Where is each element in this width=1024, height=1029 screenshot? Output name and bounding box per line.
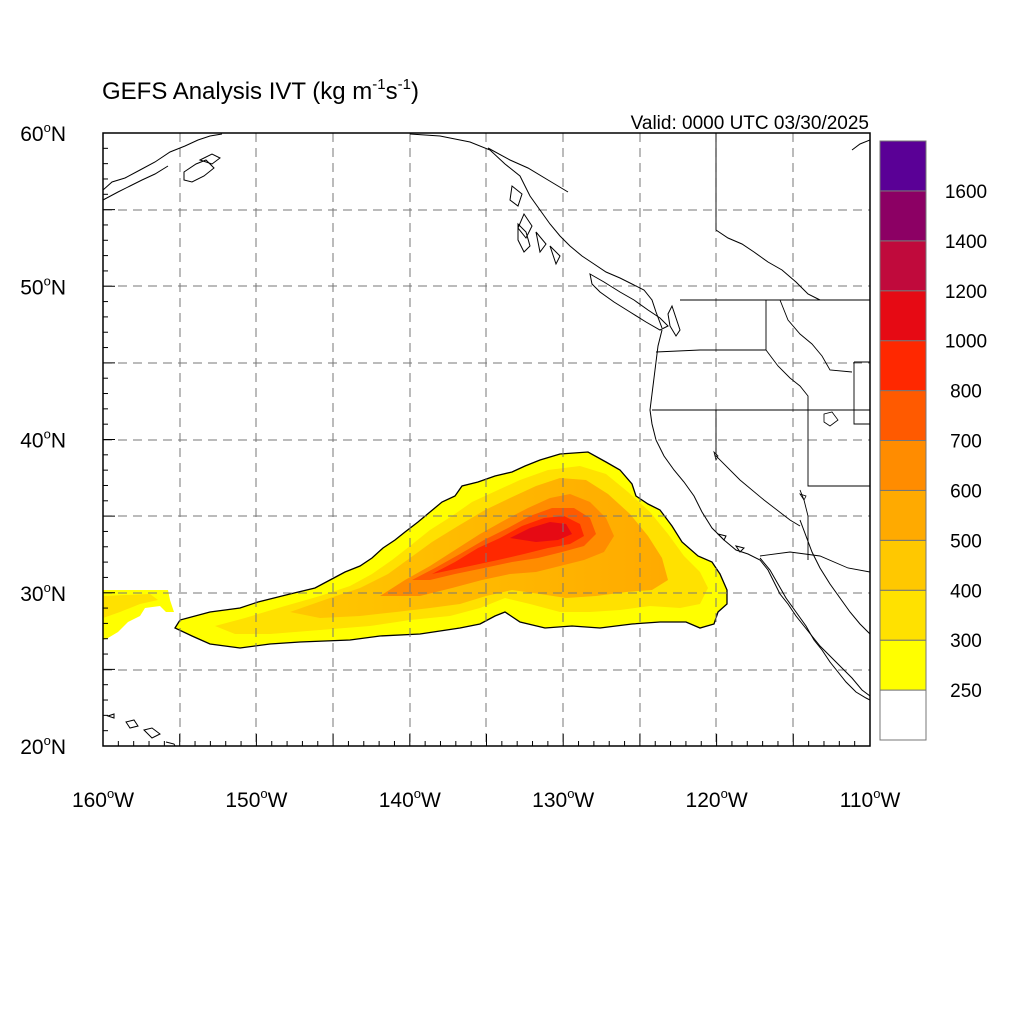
us-mexico-border xyxy=(759,551,870,573)
colorbar-swatch xyxy=(879,240,927,292)
lon-label: 130oW xyxy=(532,786,594,812)
colorbar-swatch xyxy=(879,140,927,192)
political-boundaries xyxy=(652,133,870,573)
colorbar-swatch xyxy=(879,440,927,491)
lon-label: 150oW xyxy=(225,786,287,812)
colorbar-label: 1400 xyxy=(945,232,987,253)
colorbar-label: 500 xyxy=(950,531,982,552)
hawaii-islands xyxy=(106,713,176,746)
lat-label: 60oN xyxy=(20,120,66,146)
colorbar-swatch xyxy=(879,290,927,342)
nevada-california-border xyxy=(715,410,801,527)
nevada-utah-border xyxy=(807,410,870,487)
colorbar-swatch xyxy=(879,639,927,691)
longitude-labels: 160oW 150oW 140oW 130oW 120oW 110oW xyxy=(72,786,901,812)
idaho-border xyxy=(765,300,809,410)
axis-ticks xyxy=(102,132,871,747)
gulf-of-alaska-coast xyxy=(409,133,663,329)
map-title: GEFS Analysis IVT (kg m-1s-1) xyxy=(102,76,419,105)
lon-label: 140oW xyxy=(379,786,441,812)
baja-california xyxy=(759,557,870,701)
vancouver-island xyxy=(589,273,669,331)
colorbar-swatch xyxy=(879,190,927,242)
ivt-band-1200 xyxy=(510,522,572,542)
colorbar-swatch xyxy=(879,390,927,442)
puget-sound xyxy=(667,304,681,337)
colorbar-label: 700 xyxy=(950,432,982,453)
washington-oregon-border xyxy=(655,349,766,353)
wyoming-border xyxy=(853,361,870,425)
colorbar-label: 250 xyxy=(950,681,982,702)
lat-label: 50oN xyxy=(20,273,66,299)
kodiak-island xyxy=(183,159,215,183)
coastlines xyxy=(103,133,870,746)
southeast-alaska-islands xyxy=(509,185,561,266)
us-west-coast xyxy=(649,329,870,697)
interior-canada-coast xyxy=(715,229,821,301)
colorbar-label: 400 xyxy=(950,581,982,602)
colorbar-label: 300 xyxy=(950,631,982,652)
valid-time: Valid: 0000 UTC 03/30/2025 xyxy=(631,113,869,134)
hudson-bay-edge xyxy=(851,139,870,151)
colorbar-label: 1000 xyxy=(945,332,987,353)
colorbar-swatch xyxy=(879,539,927,591)
latitude-labels: 60oN 50oN 40oN 30oN 20oN xyxy=(20,120,66,759)
ivt-patch-west-inner xyxy=(103,594,158,618)
colorbar-label: 1600 xyxy=(945,182,987,203)
map-area xyxy=(103,133,870,746)
colorbar-swatch xyxy=(879,589,927,641)
montana-idaho-border xyxy=(779,299,853,373)
lon-label: 160oW xyxy=(72,786,134,812)
ivt-shading xyxy=(103,451,728,649)
channel-islands xyxy=(716,533,745,553)
lon-label: 110oW xyxy=(840,786,901,812)
lat-label: 20oN xyxy=(20,733,66,759)
colorbar-label: 800 xyxy=(950,382,982,403)
lat-label: 30oN xyxy=(20,580,66,606)
colorbar: 250 300 400 500 600 700 800 1000 1200 1400 1600 xyxy=(879,140,987,741)
colorbar-swatch xyxy=(879,689,927,741)
lat-label: 40oN xyxy=(20,427,66,453)
colorbar-label: 600 xyxy=(950,481,982,502)
colorbar-swatch xyxy=(879,340,927,392)
haida-gwaii xyxy=(517,222,531,253)
colorbar-label: 1200 xyxy=(945,282,987,303)
alaska-peninsula-coast xyxy=(103,133,223,191)
lon-label: 120oW xyxy=(686,786,748,812)
colorbar-swatch xyxy=(879,489,927,541)
inland-lakes xyxy=(713,411,839,501)
